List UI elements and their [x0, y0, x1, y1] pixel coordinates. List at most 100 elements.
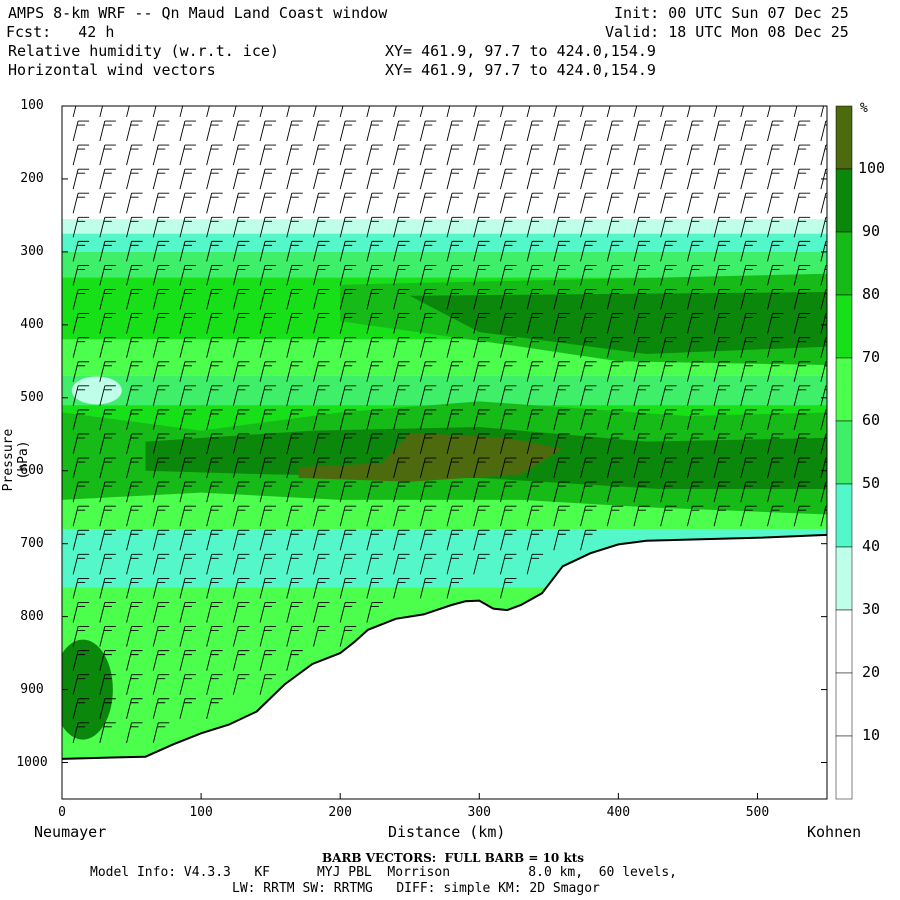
wind-barb-566: [740, 385, 757, 406]
wind-barb-381: [473, 481, 490, 503]
wind-barb-119: [179, 361, 196, 382]
wind-barb-194: [259, 313, 277, 334]
wind-barb-95: [152, 433, 170, 455]
wind-barb-120: [179, 385, 196, 406]
wind-barb-22: [72, 626, 90, 647]
wind-barb-53: [99, 722, 116, 743]
x-axis-label: Distance (km): [388, 823, 506, 841]
wind-barb-333: [419, 337, 437, 358]
wind-barb-76: [126, 626, 143, 647]
wind-barb-13: [72, 409, 90, 430]
wind-barb-472: [606, 289, 624, 310]
wind-barb-55: [126, 120, 143, 142]
wind-barb-606: [793, 481, 811, 503]
wind-barb-558: [740, 192, 757, 214]
footer-barb-info: BARB VECTORS: FULL BARB = 10 kts: [322, 851, 585, 865]
wind-barb-367: [473, 144, 490, 166]
wind-barb-39: [99, 385, 116, 406]
wind-barb-251: [313, 505, 330, 527]
wind-barb-391: [499, 240, 517, 262]
wind-barb-444: [553, 529, 570, 551]
wind-barb-360: [446, 481, 464, 503]
wind-barb-51: [99, 674, 116, 695]
wind-barb-271: [339, 433, 357, 455]
wind-barb-603: [793, 409, 811, 430]
wind-barb-292: [366, 385, 383, 406]
wind-barb-103: [152, 626, 170, 647]
wind-barb-303: [393, 120, 410, 142]
wind-barb-56: [126, 144, 143, 166]
wind-barb-123: [179, 457, 196, 479]
wind-barb-116: [179, 289, 196, 310]
wind-barb-489: [633, 265, 650, 286]
wind-barb-97: [152, 481, 170, 503]
wind-barb-197: [259, 385, 277, 406]
wind-barb-563: [740, 313, 757, 334]
wind-barb-357: [446, 409, 464, 430]
wind-barb-406: [526, 106, 531, 118]
x-tick-label-0: 0: [58, 805, 66, 820]
rh-dry-patch: [71, 376, 122, 405]
wind-barb-618: [820, 337, 827, 358]
wind-barb-247: [313, 409, 330, 430]
wind-barb-94: [152, 409, 170, 430]
wind-barb-288: [366, 289, 383, 310]
wind-barb-625: [820, 505, 827, 527]
wind-barb-304: [393, 144, 410, 166]
wind-barb-559: [740, 216, 757, 238]
wind-barb-207: [259, 626, 277, 647]
wind-barb-545: [713, 313, 731, 334]
y-tick-label-1: 200: [20, 170, 44, 186]
wind-barb-365: [473, 106, 477, 118]
wind-barb-553: [713, 505, 731, 527]
wind-barb-266: [339, 313, 357, 334]
wind-barb-281: [366, 120, 383, 142]
wind-barb-69: [126, 457, 143, 479]
wind-barb-532: [686, 433, 704, 455]
wind-barb-436: [553, 337, 570, 358]
wind-barb-96: [152, 457, 170, 479]
wind-barb-454: [580, 313, 597, 334]
wind-barb-214: [286, 192, 303, 214]
wind-barb-496: [633, 433, 650, 455]
wind-barb-258: [339, 120, 357, 142]
wind-barb-219: [286, 313, 303, 334]
wind-barb-569: [740, 457, 757, 479]
terrain-fill: [62, 534, 827, 799]
wind-barb-335: [419, 385, 437, 406]
wind-barb-497: [633, 457, 650, 479]
wind-barb-134: [206, 106, 210, 118]
y-tick-label-8: 900: [20, 681, 44, 697]
wind-barb-431: [553, 216, 570, 238]
wind-barb-538: [713, 144, 731, 166]
wind-barb-111: [179, 168, 196, 190]
wind-barb-255: [313, 602, 330, 623]
wind-barb-384: [473, 553, 490, 575]
wind-barb-338: [419, 457, 437, 479]
y-tick-label-5: 600: [20, 462, 44, 478]
wind-barb-347: [446, 168, 464, 190]
wind-barb-72: [126, 529, 143, 551]
wind-barb-70: [126, 481, 143, 503]
colorbar-label-5: 60: [862, 411, 881, 429]
wind-barb-49: [99, 626, 116, 647]
wind-barb-62: [126, 289, 143, 310]
wind-barb-277: [339, 577, 357, 599]
wind-barb-212: [286, 144, 303, 166]
wind-barb-583: [767, 361, 784, 382]
wind-barb-157: [206, 650, 223, 671]
wind-barb-451: [580, 240, 597, 262]
wind-barb-473: [606, 313, 624, 334]
wind-barb-321: [393, 553, 410, 575]
wind-barb-203: [259, 529, 277, 551]
wind-barb-620: [820, 385, 827, 406]
wind-barb-84: [152, 168, 170, 190]
wind-barb-74: [126, 577, 143, 599]
wind-barb-522: [686, 192, 704, 214]
wind-barb-541: [713, 216, 731, 238]
wind-barb-443: [553, 505, 570, 527]
wind-barb-617: [820, 313, 827, 334]
wind-barb-177: [232, 505, 250, 527]
wind-barb-129: [179, 602, 196, 623]
